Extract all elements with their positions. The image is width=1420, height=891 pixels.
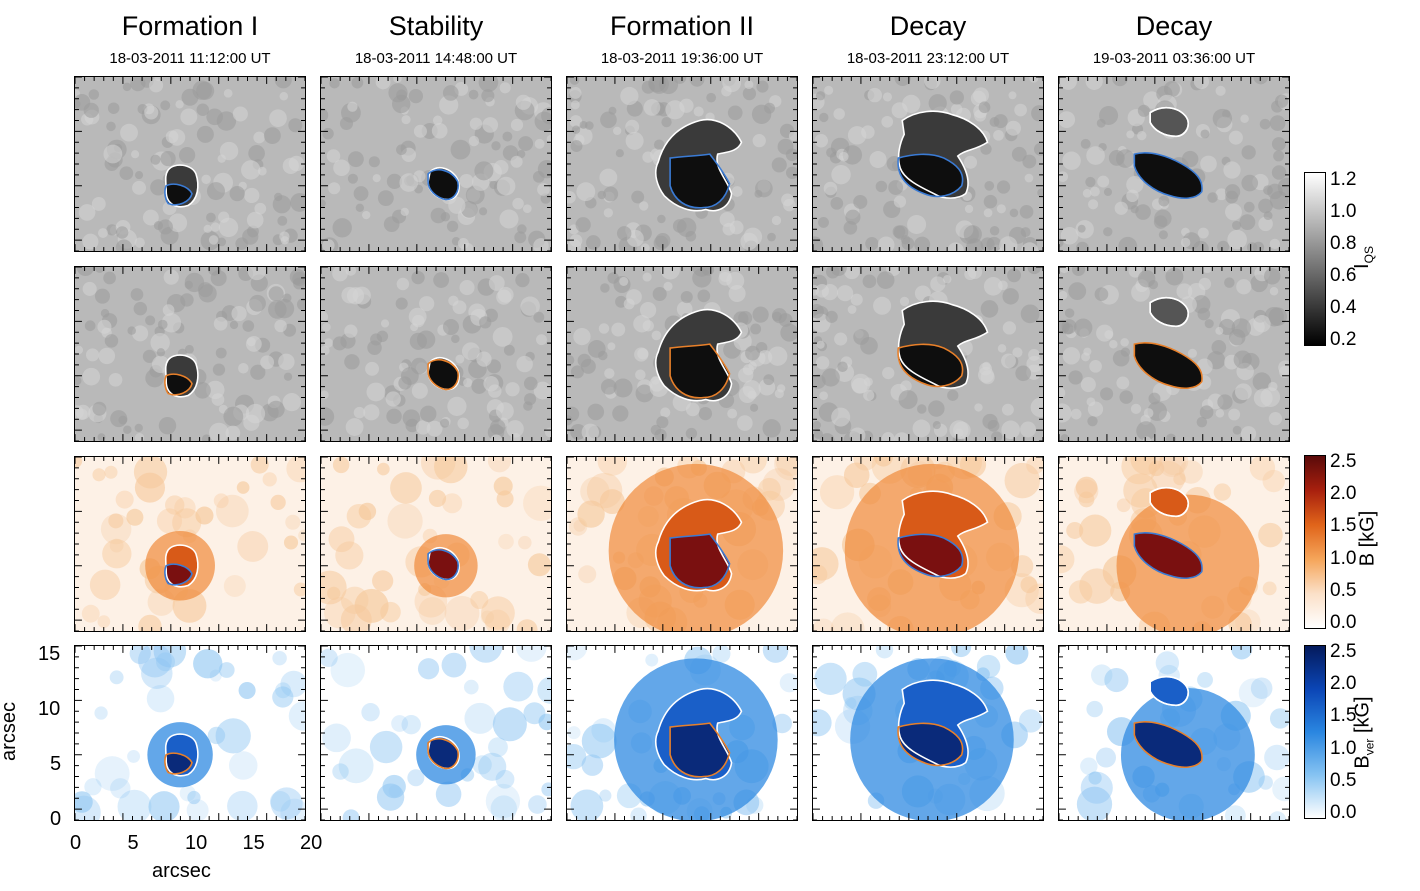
map-image (321, 646, 551, 820)
map-panel (74, 76, 306, 252)
column-timestamp: 19-03-2011 03:36:00 UT (1092, 50, 1256, 67)
colorbar-tick-label: 0.4 (1330, 297, 1357, 318)
colorbar-tick-label: 2.5 (1330, 451, 1357, 472)
map-panel (812, 645, 1044, 821)
map-image (813, 267, 1043, 441)
colorbar-tick-label: 2.5 (1330, 641, 1357, 662)
colorbar-tick-label: 1.5 (1330, 705, 1357, 727)
map-panel (566, 76, 798, 252)
map-image (75, 457, 305, 631)
intensity-colorbar-title: IQS (1350, 246, 1376, 269)
map-image (75, 77, 305, 251)
colorbar-tick-label: 2.0 (1330, 673, 1357, 695)
map-image (75, 646, 305, 820)
map-image (1059, 267, 1289, 441)
map-image (567, 267, 797, 441)
x-axis-label: arcsec (152, 860, 211, 882)
map-image (321, 457, 551, 631)
colorbar-tick-label: 1.0 (1330, 737, 1357, 759)
colorbar-tick-label: 0.0 (1330, 612, 1357, 633)
x-tick-label: 15 (242, 832, 265, 854)
map-panel (812, 456, 1044, 632)
map-image (567, 646, 797, 820)
map-panel (566, 456, 798, 632)
colorbar-tick-label: 2.0 (1330, 483, 1357, 505)
column-title: Decay (889, 11, 967, 41)
x-tick-label: 5 (127, 832, 139, 854)
column-timestamp: 18-03-2011 11:12:00 UT (109, 50, 271, 67)
map-image (567, 457, 797, 631)
colorbar-tick-label: 0.2 (1330, 329, 1357, 350)
map-panel (1058, 266, 1290, 442)
colorbar-tick-label: 0.6 (1330, 265, 1357, 286)
field-colorbar (1304, 455, 1326, 629)
map-image (321, 77, 551, 251)
map-panel (812, 76, 1044, 252)
map-panel (812, 266, 1044, 442)
colorbar-tick-label: 1.0 (1330, 547, 1357, 569)
y-tick-label: 0 (50, 808, 62, 830)
x-tick-label: 10 (185, 832, 208, 854)
vertical-colorbar-title: Bver [kG] (1351, 696, 1377, 769)
map-panel (74, 266, 306, 442)
column-title: Formation I (121, 11, 259, 41)
colorbar-tick-label: 1.2 (1330, 169, 1357, 190)
vertical-colorbar (1304, 645, 1326, 819)
column-timestamp: 18-03-2011 19:36:00 UT (600, 50, 764, 67)
map-image (813, 77, 1043, 251)
colorbar-tick-label: 0.5 (1330, 579, 1357, 601)
colorbar-tick-label: 1.0 (1330, 201, 1357, 222)
y-axis-label: arcsec (0, 702, 20, 761)
column-title: Formation II (609, 11, 755, 41)
column-title: Stability (388, 11, 484, 41)
map-panel (1058, 456, 1290, 632)
colorbar-tick-label: 0.0 (1330, 802, 1357, 823)
colorbar-tick-label: 1.5 (1330, 515, 1357, 537)
x-tick-label: 20 (300, 832, 323, 854)
y-tick-label: 10 (38, 698, 61, 720)
map-image (75, 267, 305, 441)
y-tick-label: 5 (50, 753, 62, 775)
map-panel (320, 266, 552, 442)
map-panel (566, 645, 798, 821)
column-title: Decay (1135, 11, 1213, 41)
map-panel (74, 456, 306, 632)
map-panel (74, 645, 306, 821)
map-panel (566, 266, 798, 442)
colorbar-tick-label: 0.8 (1330, 233, 1357, 254)
map-panel (1058, 76, 1290, 252)
y-tick-label: 15 (38, 643, 61, 665)
map-image (1059, 646, 1289, 820)
map-image (321, 267, 551, 441)
map-panel (1058, 645, 1290, 821)
column-timestamp: 18-03-2011 14:48:00 UT (354, 50, 518, 67)
map-panel (320, 645, 552, 821)
map-panel (320, 456, 552, 632)
map-image (813, 646, 1043, 820)
x-tick-label: 0 (70, 832, 82, 854)
intensity-colorbar (1304, 172, 1326, 346)
column-timestamp: 18-03-2011 23:12:00 UT (846, 50, 1010, 67)
field-colorbar-title: B [kG] (1356, 510, 1379, 567)
map-image (567, 77, 797, 251)
map-image (1059, 457, 1289, 631)
map-image (813, 457, 1043, 631)
map-panel (320, 76, 552, 252)
colorbar-tick-label: 0.5 (1330, 769, 1357, 791)
map-image (1059, 77, 1289, 251)
